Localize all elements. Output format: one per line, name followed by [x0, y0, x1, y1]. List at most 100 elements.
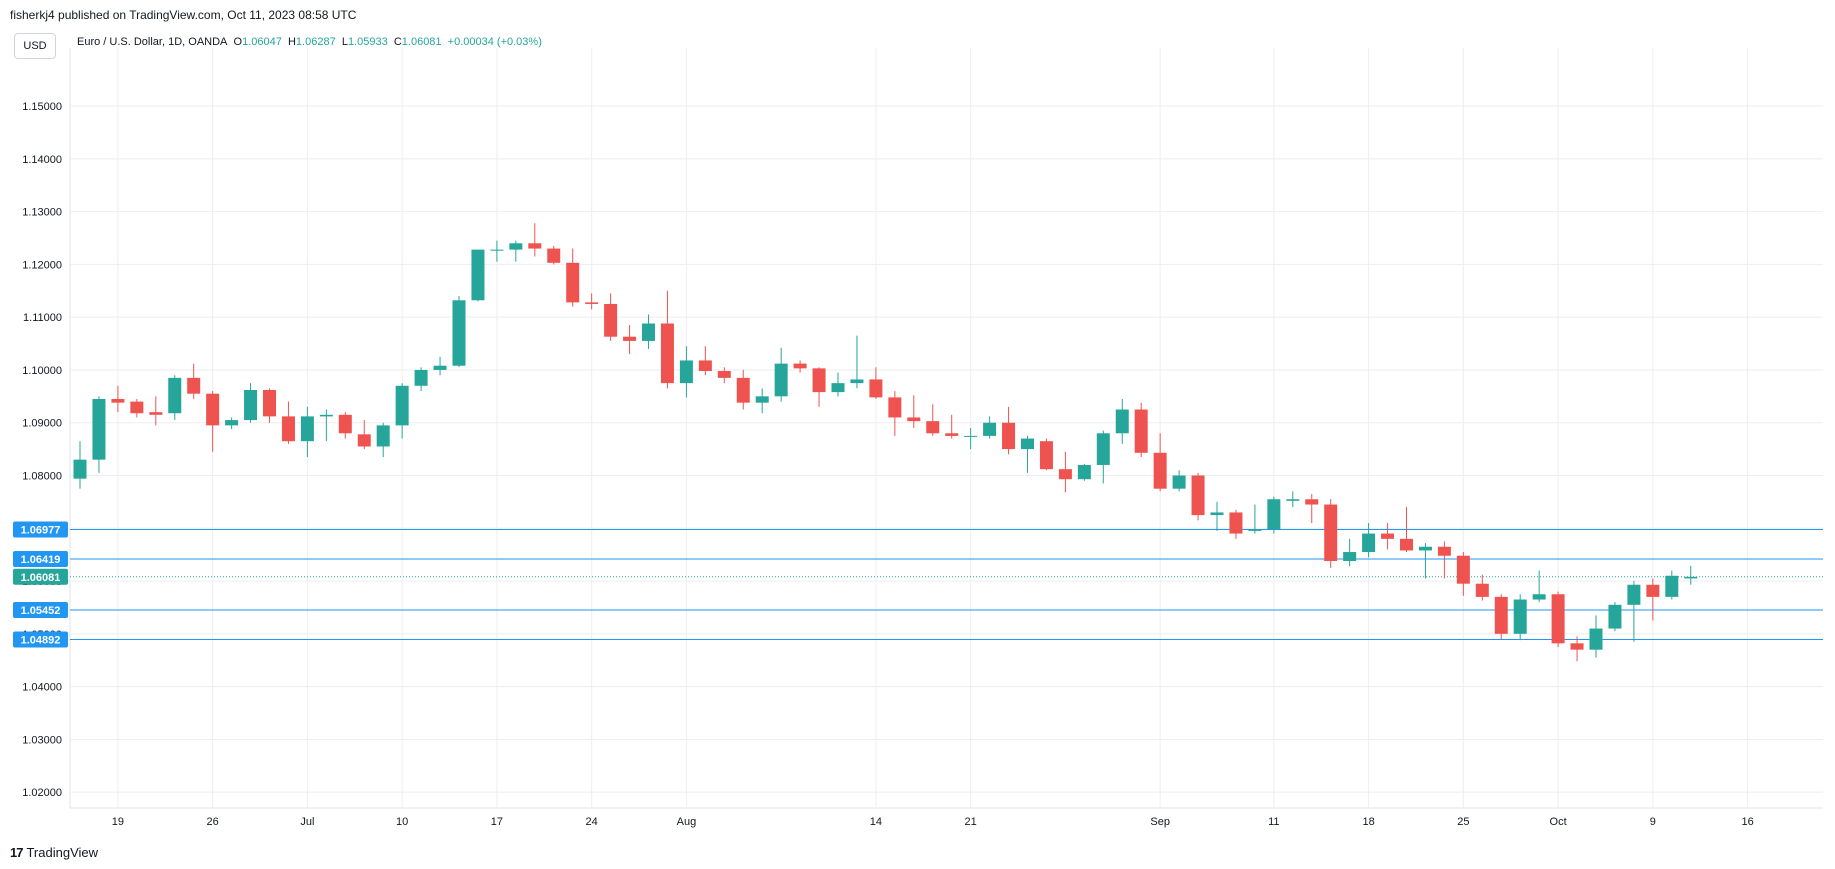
- x-tick-label: 21: [965, 816, 977, 828]
- candle-body: [850, 379, 864, 384]
- candle-body: [414, 369, 428, 386]
- high-label: H: [287, 36, 296, 48]
- candle-body: [945, 433, 959, 436]
- level-price-label: 1.06419: [21, 554, 61, 566]
- y-tick-label: 1.09000: [22, 418, 62, 430]
- candle-body: [926, 421, 940, 434]
- candle-body: [1210, 512, 1224, 516]
- x-tick-label: 25: [1457, 816, 1469, 828]
- candle-body: [869, 379, 883, 398]
- candle-body: [1267, 499, 1281, 530]
- level-price-label: 1.06977: [21, 524, 61, 536]
- candle-body: [755, 396, 769, 403]
- candle-body: [547, 248, 561, 263]
- candle-body: [1608, 604, 1622, 629]
- x-tick-label: Aug: [677, 816, 697, 828]
- x-tick-label: 16: [1741, 816, 1753, 828]
- candles: [73, 223, 1698, 662]
- x-tick-label: 24: [586, 816, 598, 828]
- level-price-badge: [13, 521, 68, 538]
- brand-name: TradingView: [26, 845, 99, 860]
- x-tick-label: 14: [870, 816, 882, 828]
- candle-body: [1381, 533, 1395, 539]
- currency-button[interactable]: USD: [14, 33, 56, 59]
- candle-body: [168, 377, 182, 414]
- candle-body: [983, 422, 997, 436]
- y-tick-label: 1.10000: [22, 365, 62, 377]
- candle-body: [585, 302, 599, 304]
- candle-body: [111, 398, 125, 403]
- level-price-label: 1.04892: [21, 635, 61, 647]
- x-tick-label: 19: [112, 816, 124, 828]
- candle-body: [1343, 552, 1357, 561]
- x-tick-label: 18: [1362, 816, 1374, 828]
- x-tick-label: 10: [396, 816, 408, 828]
- candle-body: [376, 425, 390, 447]
- candle-body: [206, 393, 220, 426]
- y-tick-label: 1.15000: [22, 101, 62, 113]
- horizontal-levels[interactable]: [70, 528, 1823, 641]
- candle-body: [642, 323, 655, 341]
- level-price-label: 1.05452: [21, 605, 61, 617]
- x-tick-label: Sep: [1150, 816, 1170, 828]
- candle-body: [604, 303, 618, 337]
- y-tick-label: 1.11000: [23, 312, 62, 324]
- candle-body: [1002, 422, 1016, 450]
- candle-body: [1286, 499, 1300, 501]
- candle-body: [395, 385, 409, 426]
- current-price-label: 1.06081: [21, 572, 61, 584]
- candle-body: [1570, 643, 1584, 650]
- candle-body: [149, 412, 163, 415]
- candle-body: [1134, 409, 1148, 453]
- candle-body: [528, 243, 542, 249]
- candle-body: [1589, 628, 1603, 650]
- candle-body: [509, 243, 523, 250]
- candle-body: [1077, 464, 1091, 480]
- candle-body: [1684, 576, 1698, 579]
- candle-body: [1305, 499, 1319, 505]
- candle-body: [433, 365, 447, 370]
- candle-body: [73, 459, 87, 479]
- x-axis-ticks: 19 26 Jul 10 17 24 Aug 14 21 Sep 11 18 25 Oct 9 16: [112, 816, 1754, 828]
- publisher-header: fisherkj4 published on TradingView.com, …: [10, 8, 357, 22]
- tradingview-logo-icon: 17: [10, 845, 24, 860]
- x-tick-label: Jul: [300, 816, 314, 828]
- candle-body: [1437, 546, 1451, 556]
- candle-body: [187, 377, 201, 394]
- candle-body: [1400, 538, 1413, 551]
- price-labels: 1.06977 1.06419 1.05452 1.04892 1.06081: [13, 521, 68, 648]
- candle-body: [300, 416, 314, 442]
- candle-body: [1058, 469, 1072, 480]
- y-tick-label: 1.08000: [22, 471, 62, 483]
- ohlc-legend: Euro / U.S. Dollar, 1D, OANDA O1.06047 H…: [77, 36, 542, 48]
- candle-body: [281, 416, 295, 442]
- candle-body: [1115, 409, 1129, 434]
- candle-body: [1191, 475, 1205, 516]
- y-tick-label: 1.13000: [22, 207, 62, 219]
- candle-body: [92, 398, 106, 460]
- x-tick-label: 26: [207, 816, 219, 828]
- candle-body: [244, 390, 258, 421]
- x-tick-label: 17: [491, 816, 503, 828]
- candle-body: [357, 434, 371, 447]
- candle-body: [471, 249, 485, 301]
- candle-body: [1551, 594, 1565, 644]
- x-tick-label: Oct: [1550, 816, 1567, 828]
- symbol-title[interactable]: Euro / U.S. Dollar, 1D, OANDA: [77, 36, 228, 48]
- candle-body: [1456, 555, 1470, 584]
- candle-body: [888, 397, 902, 418]
- low-label: L: [341, 36, 348, 48]
- candle-body: [736, 377, 750, 403]
- candle-body: [225, 420, 239, 426]
- candle-body: [1494, 596, 1508, 634]
- high-value: 1.06287: [295, 36, 336, 48]
- candle-body: [964, 435, 978, 437]
- candle-body: [1646, 584, 1660, 597]
- change-value: +0.00034 (+0.03%): [447, 36, 542, 48]
- candle-body: [793, 363, 807, 369]
- candle-body: [1532, 594, 1546, 600]
- candle-body: [1362, 533, 1376, 553]
- level-price-badge: [13, 550, 68, 567]
- candle-body: [1248, 529, 1262, 531]
